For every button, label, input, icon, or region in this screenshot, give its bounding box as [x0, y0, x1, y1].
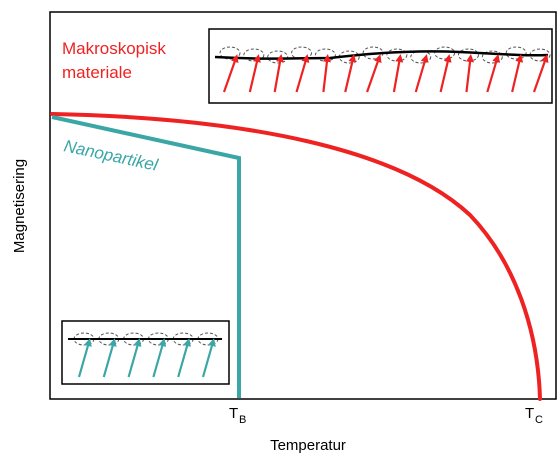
spin-arrow — [366, 54, 382, 93]
bulk-magnetization-curve — [50, 112, 542, 401]
nano-inset-frame — [61, 320, 230, 385]
spin-arrow — [152, 338, 167, 378]
bulk-inset-frame — [208, 28, 553, 104]
tick-label-tc: T C — [525, 405, 543, 426]
svg-text:C: C — [535, 414, 543, 426]
spin-arrow — [532, 54, 549, 93]
tick-label-tb: T B — [229, 405, 246, 426]
spin-arrow — [295, 54, 310, 93]
dashed-domain-ellipse — [219, 46, 241, 60]
dashed-domain-ellipse — [481, 50, 503, 64]
spin-arrow — [414, 54, 429, 93]
spin-arrow — [273, 54, 284, 93]
spin-arrow — [465, 54, 474, 93]
spin-arrow — [392, 54, 404, 93]
x-axis-label: Temperatur — [270, 437, 346, 454]
spin-arrow — [77, 338, 92, 378]
bulk-spin-arrows — [222, 54, 549, 93]
nanoparticle-curve — [51, 115, 241, 398]
spin-arrow — [511, 54, 524, 93]
spin-arrow — [248, 54, 261, 93]
dashed-domain-ellipse — [267, 50, 289, 64]
svg-text:B: B — [239, 414, 246, 426]
plot-frame — [49, 11, 557, 400]
spin-arrow — [102, 338, 117, 378]
nano-spin-arrows — [77, 338, 216, 378]
bulk-label-line2: materiale — [62, 63, 132, 82]
nano-label: Nanopartikel — [62, 136, 161, 175]
nano-inset — [61, 320, 230, 385]
svg-text:T: T — [229, 405, 238, 422]
spin-arrow — [201, 338, 216, 378]
bulk-inset — [208, 28, 553, 104]
spin-arrow — [344, 54, 357, 93]
spin-arrow — [222, 54, 239, 93]
spin-arrow — [439, 54, 452, 93]
bulk-label-line1: Makroskopisk — [62, 39, 166, 58]
spin-arrow — [322, 54, 331, 93]
svg-text:T: T — [525, 405, 534, 422]
spin-arrow — [177, 338, 191, 378]
y-axis-label: Magnetisering — [11, 159, 28, 253]
spin-arrow — [486, 54, 501, 93]
spin-arrow — [127, 338, 142, 378]
